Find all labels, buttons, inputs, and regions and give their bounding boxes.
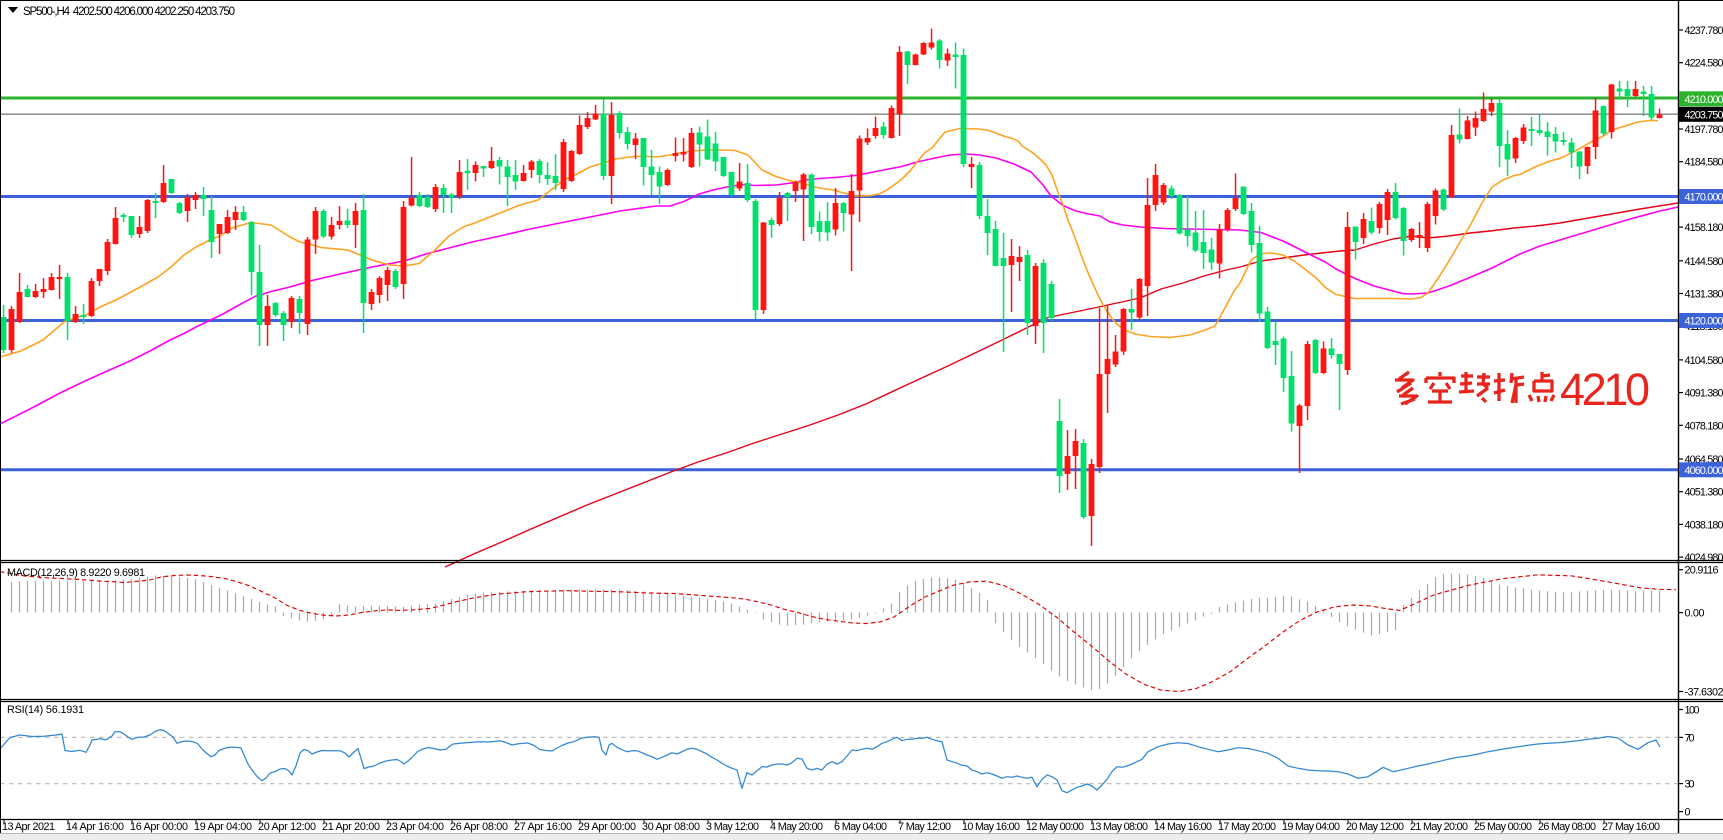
svg-text:27 May 16:00: 27 May 16:00	[1602, 821, 1660, 833]
svg-text:30 Apr 08:00: 30 Apr 08:00	[642, 821, 700, 833]
svg-text:21 Apr 20:00: 21 Apr 20:00	[322, 821, 380, 833]
svg-text:4024.980: 4024.980	[1685, 552, 1723, 564]
svg-text:10 May 16:00: 10 May 16:00	[962, 821, 1020, 833]
svg-text:20.9116: 20.9116	[1685, 565, 1719, 577]
svg-text:13 Apr 2021: 13 Apr 2021	[2, 821, 55, 833]
svg-text:12 May 00:00: 12 May 00:00	[1026, 821, 1084, 833]
svg-text:0.00: 0.00	[1685, 608, 1705, 620]
svg-text:4203.750: 4203.750	[1685, 109, 1723, 121]
svg-text:4060.000: 4060.000	[1685, 465, 1723, 477]
svg-text:MACD(12,26,9) 8.9220 9.6981: MACD(12,26,9) 8.9220 9.6981	[7, 567, 145, 579]
svg-text:4197.780: 4197.780	[1685, 124, 1723, 136]
svg-text:RSI(14) 56.1931: RSI(14) 56.1931	[7, 704, 84, 716]
svg-text:SP500-,H4 4202.500 4206.000 4: SP500-,H4 4202.500 4206.000 4202.250 420…	[23, 6, 235, 18]
svg-text:26 May 08:00: 26 May 08:00	[1538, 821, 1596, 833]
svg-text:20 May 12:00: 20 May 12:00	[1346, 821, 1404, 833]
svg-text:14 May 16:00: 14 May 16:00	[1154, 821, 1212, 833]
svg-text:19 Apr 04:00: 19 Apr 04:00	[194, 821, 252, 833]
svg-text:19 May 04:00: 19 May 04:00	[1282, 821, 1340, 833]
svg-text:4051.380: 4051.380	[1685, 487, 1723, 499]
svg-text:4091.380: 4091.380	[1685, 388, 1723, 400]
svg-text:4038.180: 4038.180	[1685, 519, 1723, 531]
svg-text:29 Apr 00:00: 29 Apr 00:00	[578, 821, 636, 833]
svg-text:27 Apr 16:00: 27 Apr 16:00	[514, 821, 572, 833]
svg-text:25 May 00:00: 25 May 00:00	[1474, 821, 1532, 833]
svg-text:4224.580: 4224.580	[1685, 58, 1723, 70]
svg-text:-37.6302: -37.6302	[1685, 687, 1723, 699]
svg-text:4210: 4210	[1560, 364, 1650, 415]
svg-text:21 May 20:00: 21 May 20:00	[1410, 821, 1468, 833]
svg-text:7 May 12:00: 7 May 12:00	[898, 821, 951, 833]
svg-text:16 Apr 00:00: 16 Apr 00:00	[130, 821, 188, 833]
svg-text:6 May 04:00: 6 May 04:00	[834, 821, 887, 833]
svg-text:4 May 20:00: 4 May 20:00	[770, 821, 823, 833]
svg-text:4210.000: 4210.000	[1685, 94, 1723, 106]
svg-text:4078.180: 4078.180	[1685, 420, 1723, 432]
svg-text:100: 100	[1685, 705, 1700, 717]
svg-text:4131.380: 4131.380	[1685, 289, 1723, 301]
svg-text:4158.180: 4158.180	[1685, 222, 1723, 234]
svg-text:4184.580: 4184.580	[1685, 157, 1723, 169]
svg-text:26 Apr 08:00: 26 Apr 08:00	[450, 821, 508, 833]
svg-text:70: 70	[1685, 732, 1695, 744]
svg-text:17 May 20:00: 17 May 20:00	[1218, 821, 1276, 833]
svg-text:4237.780: 4237.780	[1685, 25, 1723, 37]
svg-text:4170.000: 4170.000	[1685, 192, 1723, 204]
svg-text:23 Apr 04:00: 23 Apr 04:00	[386, 821, 444, 833]
svg-text:14 Apr 16:00: 14 Apr 16:00	[66, 821, 124, 833]
svg-text:20 Apr 12:00: 20 Apr 12:00	[258, 821, 316, 833]
svg-text:13 May 08:00: 13 May 08:00	[1090, 821, 1148, 833]
svg-text:30: 30	[1685, 779, 1695, 791]
svg-text:3 May 12:00: 3 May 12:00	[706, 821, 759, 833]
svg-text:4144.580: 4144.580	[1685, 256, 1723, 268]
svg-text:4120.000: 4120.000	[1685, 316, 1723, 328]
svg-text:0: 0	[1685, 807, 1691, 819]
svg-text:4104.580: 4104.580	[1685, 355, 1723, 367]
